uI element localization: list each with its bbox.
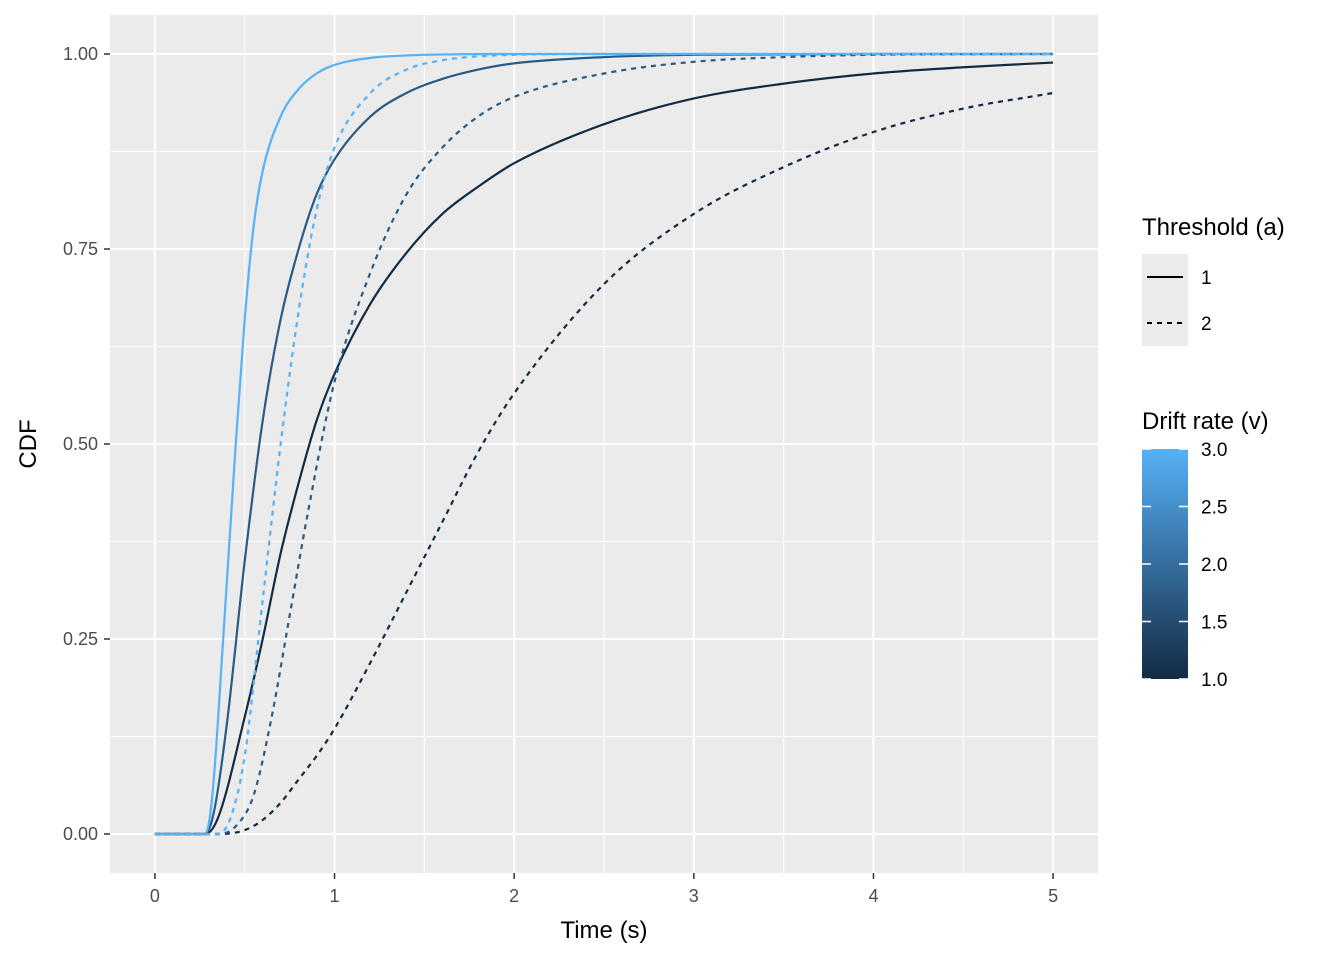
legend-drift-rate: Drift rate (v) 1.0 1.5 2.0 2.5 3.0 [1142, 408, 1269, 691]
legend-threshold-label-1: 1 [1201, 268, 1212, 289]
legend-threshold-label-2: 2 [1201, 314, 1212, 335]
x-tick-label: 3 [689, 886, 699, 906]
y-axis-title: CDF [15, 419, 42, 468]
series-lines [154, 52, 1054, 836]
x-tick-label: 4 [868, 886, 878, 906]
y-tick-label: 0.25 [63, 629, 98, 649]
series-line-v2-a2 [154, 52, 1054, 836]
series-line-v3-a2 [154, 52, 1054, 836]
series-line-v1-a1 [154, 61, 1054, 836]
y-tick-label: 0.00 [63, 824, 98, 844]
x-tick-label: 0 [150, 886, 160, 906]
colorbar-tick-label: 2.5 [1201, 498, 1227, 519]
x-axis: 0 1 2 3 4 5 [150, 873, 1058, 906]
colorbar-tick-label: 1.5 [1201, 613, 1227, 634]
x-tick-label: 5 [1048, 886, 1058, 906]
y-axis: 0.00 0.25 0.50 0.75 1.00 [63, 44, 110, 844]
legend-threshold-title: Threshold (a) [1142, 214, 1285, 241]
colorbar-tick-label: 1.0 [1201, 670, 1227, 691]
y-tick-label: 0.75 [63, 239, 98, 259]
x-tick-label: 2 [509, 886, 519, 906]
x-axis-title: Time (s) [560, 917, 647, 944]
colorbar-tick-label: 2.0 [1201, 555, 1227, 576]
legend-drift-title: Drift rate (v) [1142, 408, 1269, 435]
series-line-v3-a1 [154, 52, 1054, 836]
y-tick-label: 1.00 [63, 44, 98, 64]
legend-threshold: Threshold (a) 1 2 [1142, 214, 1285, 346]
colorbar-tick-label: 3.0 [1201, 440, 1227, 461]
y-tick-label: 0.50 [63, 434, 98, 454]
x-tick-label: 1 [330, 886, 340, 906]
colorbar-ticks: 1.0 1.5 2.0 2.5 3.0 [1142, 440, 1227, 691]
